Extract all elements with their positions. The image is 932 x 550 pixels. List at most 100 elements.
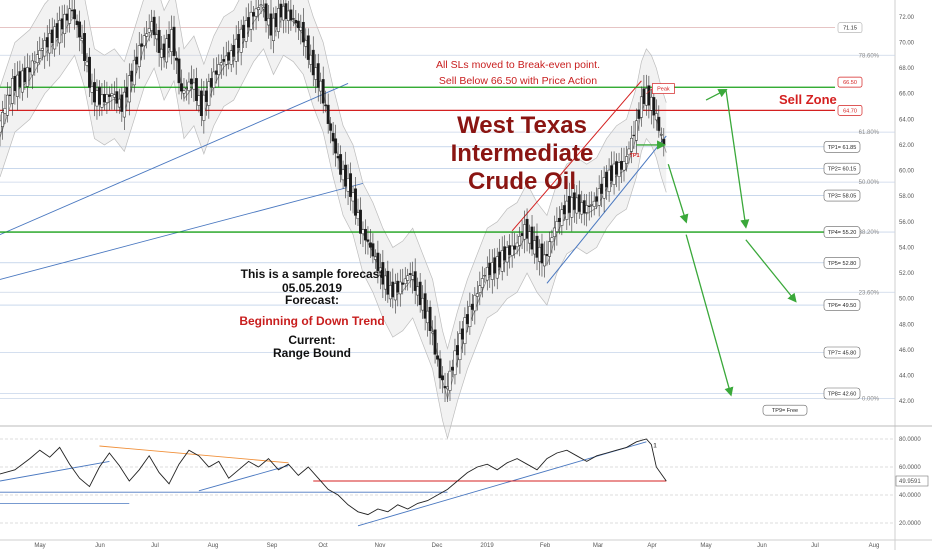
candle-body bbox=[93, 82, 96, 103]
candle-body bbox=[35, 54, 39, 63]
osc-trend-1 bbox=[0, 460, 110, 482]
candle-body bbox=[518, 236, 522, 246]
candle-body bbox=[543, 254, 546, 267]
candle-body bbox=[483, 274, 487, 277]
candle-body bbox=[3, 108, 7, 114]
candle-body bbox=[523, 224, 527, 240]
candle-body bbox=[485, 266, 489, 281]
candle-body bbox=[294, 19, 298, 24]
candle-body bbox=[612, 163, 616, 185]
candle-body bbox=[408, 273, 412, 276]
candle-body bbox=[301, 21, 305, 43]
candle-body bbox=[180, 83, 183, 92]
candle-body bbox=[331, 132, 335, 142]
candle-body bbox=[20, 70, 24, 93]
candle-body bbox=[406, 275, 410, 281]
candle-body bbox=[617, 162, 621, 177]
candle-body bbox=[232, 44, 236, 57]
candle-body bbox=[538, 247, 541, 262]
candle-body bbox=[252, 12, 256, 17]
candle-body bbox=[289, 9, 293, 21]
candle-body bbox=[448, 370, 452, 391]
candle-body bbox=[259, 4, 263, 7]
candle-body bbox=[281, 5, 285, 21]
price-tick: 64.00 bbox=[899, 117, 915, 123]
arrow-down-3 bbox=[725, 89, 750, 229]
candle-body bbox=[272, 17, 275, 41]
candle-body bbox=[453, 350, 457, 376]
candle-body bbox=[463, 317, 467, 344]
candle-body bbox=[45, 37, 49, 48]
candle-body bbox=[354, 188, 357, 216]
candle-body bbox=[25, 67, 29, 87]
price-tick: 56.00 bbox=[899, 220, 915, 226]
candle-body bbox=[344, 164, 348, 187]
candle-body bbox=[326, 104, 330, 124]
candle-body bbox=[267, 18, 270, 26]
target-tag-box bbox=[823, 189, 861, 202]
month-label: May bbox=[700, 543, 711, 549]
osc-current-value: 49.9591 bbox=[899, 479, 921, 485]
candle-body bbox=[309, 54, 313, 65]
candle-body bbox=[575, 197, 579, 214]
fib-label: 23.60% bbox=[859, 290, 880, 296]
chart-title-line: Intermediate bbox=[451, 140, 594, 167]
candle-body bbox=[18, 71, 22, 87]
candle-body bbox=[182, 90, 186, 94]
candle-body bbox=[83, 33, 86, 61]
candle-body bbox=[550, 237, 554, 243]
month-label: Apr bbox=[647, 543, 656, 549]
candle-body bbox=[197, 95, 201, 106]
candle-body bbox=[95, 90, 99, 107]
candle-body bbox=[339, 154, 343, 175]
candle-body bbox=[185, 87, 188, 90]
candle-body bbox=[627, 148, 631, 156]
level-tag-64-70: 64.70 bbox=[843, 108, 857, 114]
horizontal-levels bbox=[0, 86, 835, 233]
candle-body bbox=[423, 293, 427, 319]
oscillator-panel: 1 bbox=[0, 438, 895, 527]
channel-upper bbox=[511, 80, 642, 232]
candle-body bbox=[620, 160, 623, 170]
price-tick: 72.00 bbox=[899, 15, 915, 21]
candle-body bbox=[443, 386, 447, 389]
month-label: Jun bbox=[95, 543, 105, 549]
candle-body bbox=[560, 209, 564, 226]
candle-body bbox=[219, 62, 223, 66]
candle-body bbox=[359, 209, 362, 234]
month-label: Sep bbox=[267, 543, 278, 549]
level-tag-66-50: 66.50 bbox=[843, 80, 857, 86]
candle-body bbox=[418, 281, 422, 306]
candle-body bbox=[227, 52, 231, 61]
candle-body bbox=[600, 183, 604, 194]
candle-body bbox=[520, 233, 524, 236]
target-tag: TP8= 42.60 bbox=[828, 392, 857, 398]
arrow-down-2 bbox=[685, 234, 734, 397]
candle-body bbox=[311, 49, 315, 76]
candle-body bbox=[473, 294, 477, 312]
fib-label: 0.00% bbox=[862, 397, 880, 403]
osc-tick: 60.0000 bbox=[899, 465, 921, 471]
candle-body bbox=[555, 221, 559, 232]
month-label: Jul bbox=[151, 543, 159, 549]
candle-body bbox=[468, 305, 472, 327]
candle-body bbox=[43, 40, 47, 57]
price-tick: 66.00 bbox=[899, 92, 915, 98]
chart-labels: 78.60% 61.80% 50.00% 38.20% 23.60% 0.00% 66.50… bbox=[34, 22, 880, 549]
candle-body bbox=[264, 3, 268, 22]
candle-body bbox=[229, 50, 233, 65]
candle-body bbox=[557, 217, 561, 222]
forecast-line4: Beginning of Down Trend bbox=[239, 314, 384, 328]
candle-body bbox=[6, 94, 9, 116]
candle-body bbox=[615, 161, 619, 175]
candle-body bbox=[637, 109, 641, 119]
candle-body bbox=[431, 331, 435, 334]
month-label: Oct bbox=[318, 543, 328, 549]
month-label: 2019 bbox=[480, 543, 494, 549]
candle-body bbox=[500, 250, 504, 272]
target-tag-box bbox=[823, 387, 861, 400]
sell-note: Sell Below 66.50 with Price Action bbox=[439, 75, 597, 87]
candle-body bbox=[279, 3, 283, 18]
candle-body bbox=[356, 212, 360, 220]
